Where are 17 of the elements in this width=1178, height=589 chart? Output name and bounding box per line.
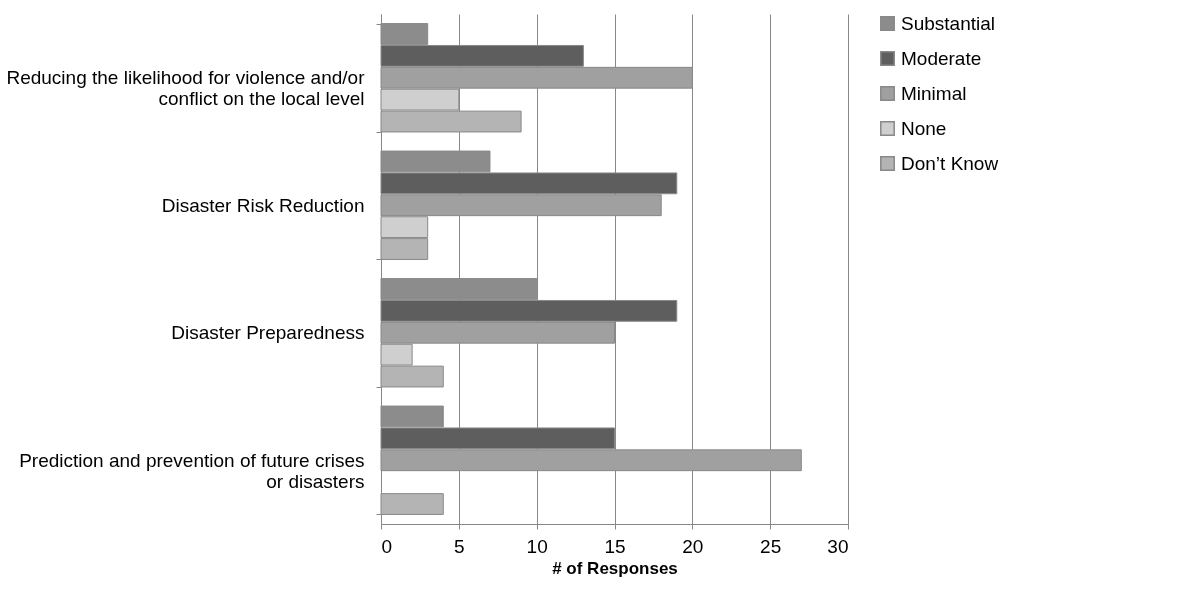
x-tick-label: 10 xyxy=(526,535,548,557)
legend-label: Minimal xyxy=(901,82,967,104)
y-tick-label: Prediction and prevention of future crises or disasters xyxy=(19,449,365,492)
x-tick-label: 20 xyxy=(682,535,704,557)
x-tick-label: 0 xyxy=(381,535,393,557)
y-tick-label: Reducing the likelihood for violence and/or conflict on the local level xyxy=(6,67,366,110)
y-tick-label: Disaster Risk Reduction xyxy=(161,194,365,216)
legend-label: Don’t Know xyxy=(901,152,999,174)
legend-label: Substantial xyxy=(901,12,996,34)
x-tick-label: 30 xyxy=(827,535,849,557)
legend-label: Moderate xyxy=(901,47,982,69)
x-tick-label: 25 xyxy=(760,535,782,557)
legend-label: None xyxy=(901,117,947,139)
x-tick-label: 15 xyxy=(604,535,626,557)
x-axis-title: # of Responses xyxy=(552,558,678,578)
x-tick-label: 5 xyxy=(454,535,465,557)
y-tick-label: Disaster Preparedness xyxy=(171,322,365,344)
